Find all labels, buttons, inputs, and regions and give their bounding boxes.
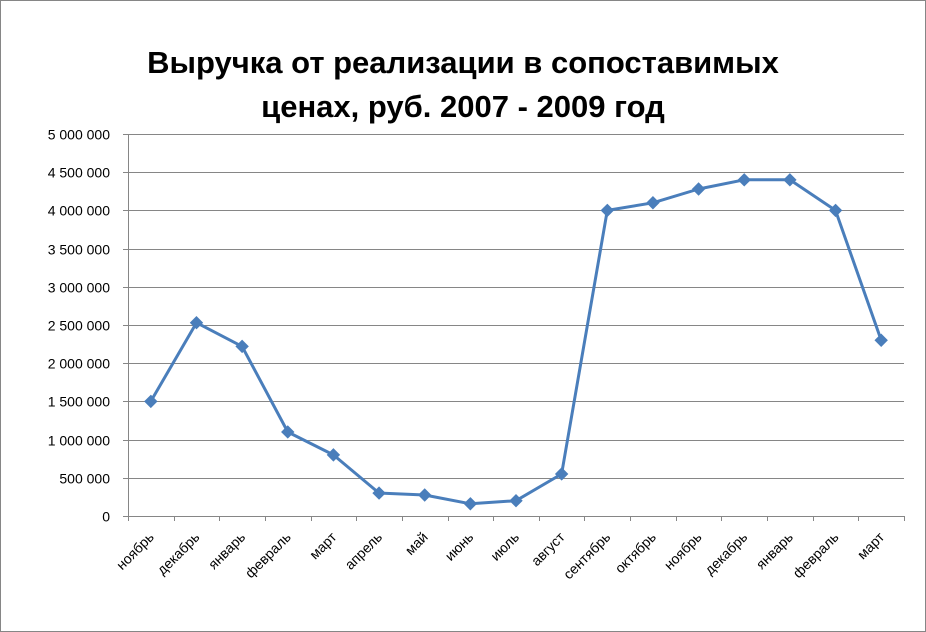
y-tick-label: 5 000 000 [48, 127, 110, 143]
data-point-marker [691, 182, 706, 196]
data-point-marker [600, 203, 615, 218]
y-tick-label: 0 [102, 509, 110, 525]
x-tick-label: декабрь [154, 529, 203, 578]
data-point-marker [326, 448, 341, 462]
data-point-marker [144, 394, 158, 409]
y-tick-label: 500 000 [59, 471, 110, 487]
data-point-marker [509, 494, 523, 508]
y-tick-label: 4 500 000 [48, 165, 110, 181]
data-point-marker [281, 425, 295, 439]
data-point-marker [874, 333, 888, 347]
y-tick-label: 2 500 000 [48, 318, 110, 334]
y-tick-label: 4 000 000 [48, 203, 110, 219]
x-tick-label: июль [487, 529, 522, 564]
y-tick-label: 3 000 000 [48, 280, 110, 296]
y-tick-label: 1 500 000 [48, 394, 110, 410]
y-tick-label: 1 000 000 [48, 433, 110, 449]
data-point-marker [737, 173, 751, 187]
data-point-marker [646, 196, 660, 210]
x-tick-label: март [306, 528, 340, 562]
x-tick-label: февраль [789, 529, 841, 581]
data-point-marker [554, 467, 569, 481]
y-tick-label: 3 500 000 [48, 242, 110, 258]
data-point-marker [783, 173, 797, 187]
data-point-marker [235, 339, 249, 354]
chart-title-line-1: Выручка от реализации в сопоставимых [147, 45, 779, 80]
data-point-marker [417, 488, 432, 502]
x-tick-label: август [528, 528, 568, 568]
x-tick-label: ноябрь [661, 529, 705, 573]
data-point-marker [463, 497, 478, 511]
x-tick-label: май [402, 529, 431, 558]
y-tick-label: 2 000 000 [48, 356, 110, 372]
series-line [149, 178, 883, 506]
x-tick-label: октябрь [612, 529, 659, 576]
chart-title: Выручка от реализации в сопоставимых цен… [1, 41, 925, 129]
x-tick-label: январь [205, 529, 248, 572]
x-tick-label: декабрь [701, 529, 750, 578]
data-point-marker [372, 486, 386, 500]
data-point-marker [828, 203, 843, 218]
x-tick-label: апрель [341, 529, 385, 573]
x-tick-label: февраль [242, 529, 294, 581]
data-point-marker [189, 316, 204, 330]
x-tick-label: июнь [442, 529, 477, 564]
x-tick-label: сентябрь [560, 529, 613, 582]
chart-title-line-2: ценах, руб. 2007 - 2009 год [261, 89, 665, 124]
x-tick-label: март [854, 528, 888, 562]
x-tick-label: ноябрь [113, 529, 157, 573]
x-tick-label: январь [753, 529, 796, 572]
